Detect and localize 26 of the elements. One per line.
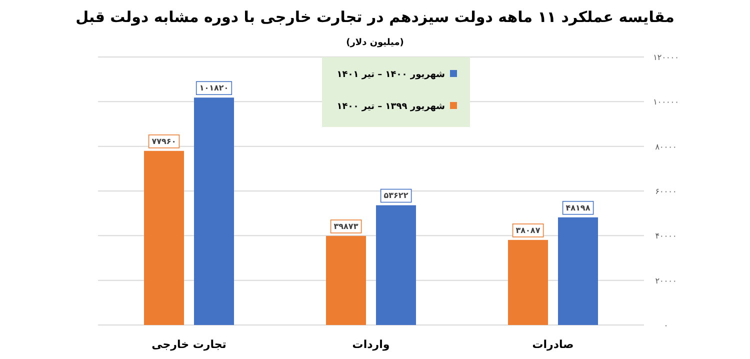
data-label: ۱۰۱۸۲۰ bbox=[199, 84, 229, 93]
data-label: ۴۸۱۹۸ bbox=[566, 203, 590, 212]
legend-label: شهریور ۱۳۹۹ – تیر ۱۴۰۰ bbox=[336, 102, 446, 112]
y-tick-label: ۸۰۰۰۰ bbox=[655, 142, 677, 152]
y-tick-label: ۱۲۰۰۰۰ bbox=[653, 53, 679, 62]
legend-label: شهریور ۱۴۰۰ – تیر ۱۴۰۱ bbox=[336, 70, 446, 80]
bar bbox=[144, 150, 184, 325]
bar bbox=[326, 236, 366, 325]
x-tick-label: تجارت خارجی bbox=[152, 338, 226, 351]
y-tick-label: ۴۰۰۰۰ bbox=[655, 232, 677, 241]
y-tick-label: ۰ bbox=[664, 321, 668, 330]
chart-subtitle: (میلیون دلار) bbox=[346, 38, 404, 48]
y-tick-label: ۱۰۰۰۰۰ bbox=[653, 98, 679, 107]
bar bbox=[508, 240, 548, 325]
chart-title: مقایسه عملکرد ۱۱ ماهه دولت سیزدهم در تجارت خارجی با دوره مشابه دولت قبل bbox=[76, 8, 674, 26]
x-tick-label: صادرات bbox=[532, 338, 574, 351]
data-label: ۷۷۹۶۰ bbox=[152, 136, 176, 146]
bar bbox=[376, 205, 416, 325]
data-label: ۵۳۶۲۲ bbox=[384, 191, 408, 200]
data-label: ۳۹۸۷۳ bbox=[334, 222, 358, 231]
bar bbox=[194, 98, 234, 325]
bar bbox=[558, 217, 598, 325]
y-tick-label: ۶۰۰۰۰ bbox=[655, 187, 677, 196]
x-tick-label: واردات bbox=[352, 338, 390, 351]
y-tick-label: ۲۰۰۰۰ bbox=[655, 276, 677, 286]
data-label: ۳۸۰۸۷ bbox=[516, 226, 540, 235]
